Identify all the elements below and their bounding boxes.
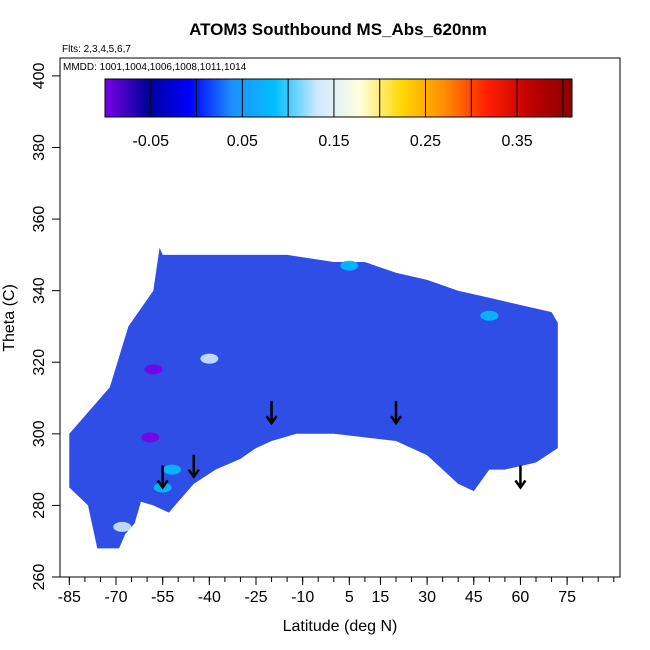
x-tick-label: -85 [58, 589, 81, 606]
flights-note: Flts: 2,3,4,5,6,7 [62, 44, 131, 55]
arrow-head [265, 415, 278, 426]
x-tick-label: -40 [198, 589, 221, 606]
y-axis-label: Theta (C) [1, 284, 18, 352]
y-tick-label: 340 [31, 277, 48, 304]
y-tick-label: 380 [31, 134, 48, 161]
arrow-head [514, 479, 527, 490]
colorbar-tick-label: 0.15 [318, 133, 349, 150]
field-area [69, 247, 558, 549]
x-axis-label: Latitude (deg N) [283, 618, 398, 635]
dates-note: MMDD: 1001,1004,1006,1008,1011,1014 [63, 62, 247, 73]
x-tick-label: 45 [465, 589, 483, 606]
field-patch [480, 310, 499, 321]
ascent-arrows [156, 401, 527, 490]
y-axis: 260 280 300 320 340 360 380 400 [31, 62, 60, 590]
x-tick-label: 30 [418, 589, 436, 606]
y-tick-label: 360 [31, 206, 48, 233]
chart-title: ATOM3 Southbound MS_Abs_620nm [189, 20, 487, 39]
field-patch [141, 432, 160, 443]
field-patch [200, 353, 219, 364]
field-patch [113, 521, 132, 532]
y-tick-label: 300 [31, 420, 48, 447]
y-tick-label: 400 [31, 62, 48, 89]
colorbar-tick-label: 0.35 [501, 133, 532, 150]
y-tick-label: 280 [31, 492, 48, 519]
colorbar: -0.05 0.05 0.15 0.25 0.35 [104, 78, 573, 150]
x-tick-label: -55 [151, 589, 174, 606]
field-patch [144, 364, 163, 375]
x-tick-label: -25 [244, 589, 267, 606]
x-tick-label: -10 [291, 589, 314, 606]
colorbar-tick-label: -0.05 [133, 133, 170, 150]
x-tick-label: 60 [512, 589, 530, 606]
arrow-head [187, 469, 200, 479]
field-patch [163, 464, 181, 475]
x-tick-label: 5 [345, 589, 354, 606]
x-tick-label: -70 [104, 589, 127, 606]
colorbar-rect [104, 78, 573, 118]
x-tick-label: 15 [372, 589, 390, 606]
y-tick-label: 320 [31, 349, 48, 376]
colorbar-tick-label: 0.05 [227, 133, 258, 150]
arrow-head [389, 415, 403, 426]
arrow-head [156, 479, 169, 490]
heatmap-field [69, 247, 558, 549]
x-axis: -85 -70 -55 -40 -25 -10 5 15 30 45 60 75 [58, 576, 620, 606]
field-patch [340, 260, 359, 271]
colorbar-tick-label: 0.25 [410, 133, 441, 150]
x-tick-label: 75 [558, 589, 576, 606]
y-tick-label: 260 [31, 564, 48, 591]
